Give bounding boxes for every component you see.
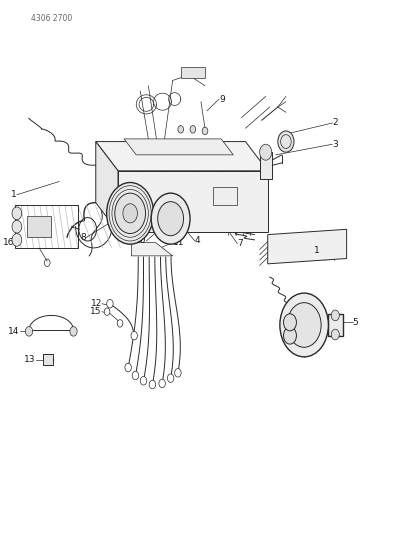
Circle shape	[151, 193, 190, 244]
Polygon shape	[96, 142, 268, 171]
Text: 3: 3	[333, 140, 338, 149]
Text: 4: 4	[195, 237, 200, 246]
Circle shape	[70, 327, 77, 336]
Circle shape	[175, 368, 181, 377]
Text: 13: 13	[24, 355, 36, 364]
Circle shape	[280, 293, 328, 357]
Circle shape	[331, 329, 339, 340]
Polygon shape	[124, 139, 233, 155]
Circle shape	[12, 207, 22, 220]
Polygon shape	[43, 354, 53, 365]
Circle shape	[278, 131, 294, 152]
Text: 15: 15	[90, 307, 102, 316]
Circle shape	[159, 379, 165, 387]
Text: 1: 1	[11, 190, 17, 199]
Circle shape	[287, 303, 321, 348]
Circle shape	[12, 220, 22, 233]
Circle shape	[123, 204, 137, 223]
Circle shape	[104, 308, 110, 316]
Circle shape	[125, 364, 131, 372]
Circle shape	[132, 371, 139, 379]
Polygon shape	[131, 243, 173, 256]
Circle shape	[284, 327, 297, 344]
Circle shape	[140, 376, 147, 385]
Circle shape	[202, 127, 208, 135]
Text: 1: 1	[314, 246, 320, 255]
Text: 10: 10	[135, 237, 146, 246]
Text: 8: 8	[80, 233, 86, 243]
Circle shape	[106, 182, 154, 244]
Text: 9: 9	[219, 94, 225, 103]
Circle shape	[106, 300, 113, 308]
Circle shape	[190, 126, 196, 133]
Text: 12: 12	[91, 299, 102, 308]
Text: 11: 11	[173, 238, 184, 247]
Polygon shape	[27, 216, 51, 237]
Circle shape	[115, 193, 146, 233]
Circle shape	[157, 201, 184, 236]
Circle shape	[117, 320, 123, 327]
Circle shape	[167, 374, 174, 382]
Circle shape	[284, 314, 297, 331]
Text: 14: 14	[8, 327, 20, 336]
Polygon shape	[268, 229, 347, 264]
Polygon shape	[118, 171, 268, 232]
Polygon shape	[328, 314, 343, 336]
Text: 6: 6	[310, 344, 316, 353]
Circle shape	[25, 327, 33, 336]
Circle shape	[178, 126, 184, 133]
Text: 4306 2700: 4306 2700	[31, 14, 72, 23]
Circle shape	[131, 332, 137, 340]
Circle shape	[12, 233, 22, 246]
Polygon shape	[181, 67, 205, 78]
Polygon shape	[213, 187, 237, 205]
Polygon shape	[259, 152, 272, 179]
Circle shape	[331, 310, 339, 321]
Circle shape	[259, 144, 272, 160]
Circle shape	[149, 380, 155, 389]
Polygon shape	[96, 142, 118, 232]
Text: 5: 5	[353, 318, 359, 327]
Text: 16: 16	[3, 238, 15, 247]
Text: 2: 2	[333, 118, 338, 127]
Text: 7: 7	[237, 239, 243, 248]
